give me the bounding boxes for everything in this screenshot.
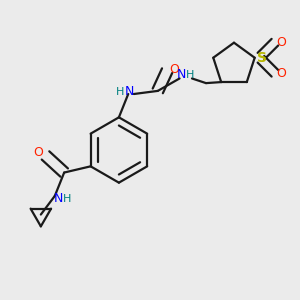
Text: H: H: [116, 86, 124, 97]
Text: O: O: [276, 67, 286, 80]
Text: H: H: [63, 194, 71, 204]
Text: N: N: [176, 68, 186, 81]
Text: O: O: [34, 146, 44, 160]
Text: O: O: [169, 63, 179, 76]
Text: N: N: [125, 85, 134, 98]
Text: N: N: [53, 193, 63, 206]
Text: S: S: [257, 51, 268, 65]
Text: O: O: [276, 36, 286, 49]
Text: H: H: [186, 70, 194, 80]
